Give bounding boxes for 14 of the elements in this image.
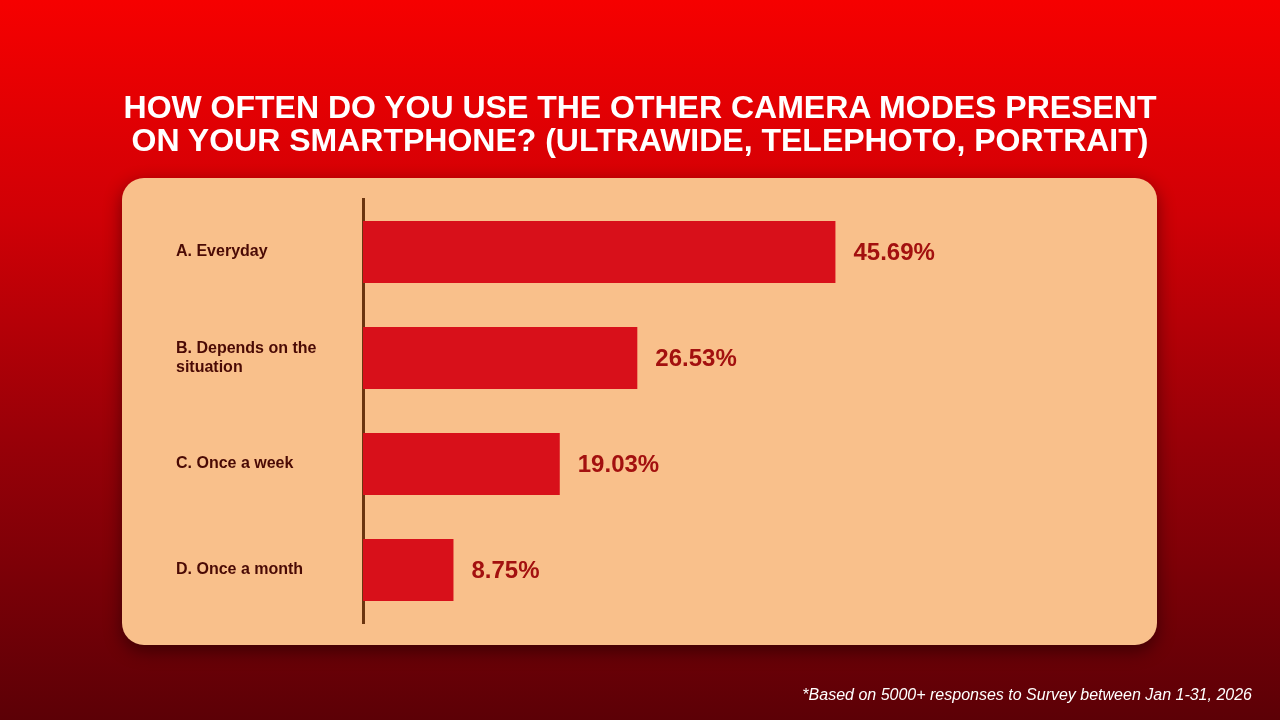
y-tick-label: A. Everyday: [176, 242, 268, 260]
bar: [363, 539, 454, 602]
data-label: 8.75%: [471, 555, 540, 583]
y-tick-label: D. Once a month: [176, 560, 304, 578]
data-label: 26.53%: [655, 343, 737, 371]
data-label: 19.03%: [577, 449, 660, 477]
y-tick-label: B. Depends on the situation: [176, 338, 317, 376]
bar: [363, 327, 638, 390]
y-tick-label: C. Once a week: [176, 454, 294, 472]
chart-title: HOW OFTEN DO YOU USE THE OTHER CAMERA MODES PRESENT ON YOUR SMARTPHONE? (ULTRAWIDE, TELEPHOTO, PORTRAIT): [122, 89, 1158, 158]
text: *Based on 5000+ responses to Survey between Jan 1-31, 2026: [802, 686, 1252, 704]
data-label: 45.69%: [853, 237, 935, 265]
bar: [363, 221, 836, 284]
bar: [363, 433, 560, 496]
